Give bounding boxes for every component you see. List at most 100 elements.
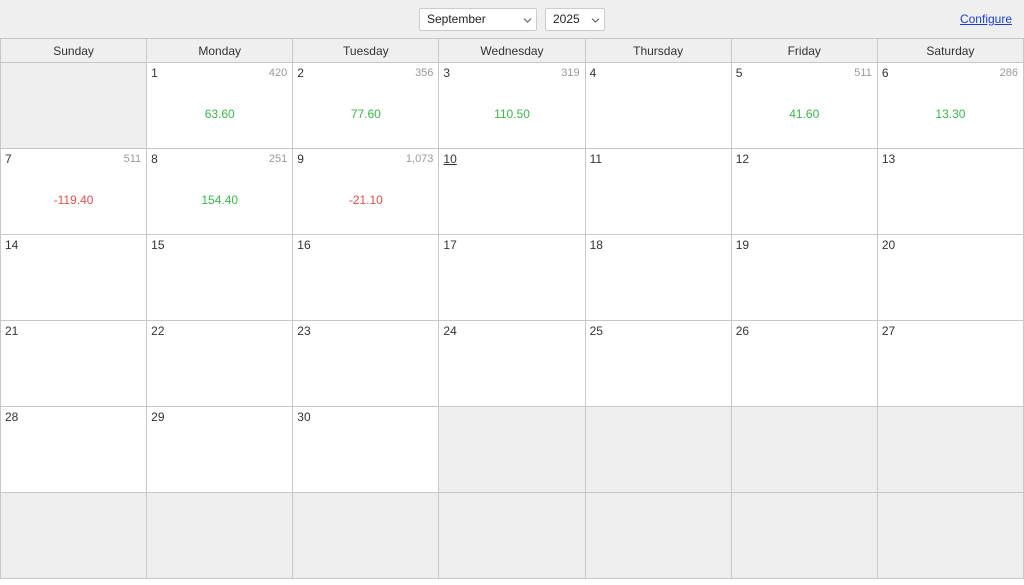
day-value: -119.40 — [53, 193, 94, 207]
calendar-day-cell-11[interactable]: 11 — [585, 149, 732, 235]
calendar-day-cell-6[interactable]: 6 286 13.30 — [877, 63, 1024, 149]
calendar-empty-cell — [1, 63, 148, 149]
day-number: 6 — [881, 66, 889, 80]
weekday-header-monday: Monday — [147, 39, 294, 63]
day-count: 511 — [854, 67, 872, 79]
calendar-empty-cell — [585, 493, 732, 579]
weekday-header-thursday: Thursday — [585, 39, 732, 63]
calendar-day-cell-18[interactable]: 18 — [585, 235, 732, 321]
day-number: 29 — [151, 410, 165, 424]
calendar-week-row: 1 420 63.60 2 356 77.60 3 319 110.50 4 5 511 41.60 6 2… — [1, 63, 1024, 149]
day-count: 511 — [123, 153, 142, 165]
calendar-day-cell-25[interactable]: 25 — [585, 321, 732, 407]
calendar-day-cell-26[interactable]: 26 — [731, 321, 878, 407]
day-number: 1 — [151, 66, 158, 80]
calendar-day-cell-7[interactable]: 7 511 -119.40 — [1, 149, 148, 235]
calendar-week-row: 21 22 23 24 25 26 27 — [1, 321, 1024, 407]
day-value: 110.50 — [494, 107, 530, 121]
calendar-empty-cell — [439, 493, 586, 579]
day-number: 25 — [589, 324, 603, 338]
calendar-empty-cell — [293, 493, 440, 579]
calendar-empty-cell — [877, 407, 1024, 493]
calendar-weeks: 1 420 63.60 2 356 77.60 3 319 110.50 4 5 511 41.60 6 2… — [1, 63, 1024, 579]
calendar-day-cell-30[interactable]: 30 — [293, 407, 440, 493]
calendar-day-cell-5[interactable]: 5 511 41.60 — [731, 63, 878, 149]
day-number: 21 — [5, 324, 19, 338]
month-select-wrapper: JanuaryFebruaryMarchAprilMayJuneJulyAugu… — [419, 7, 537, 31]
day-number: 12 — [735, 152, 750, 166]
calendar-day-cell-22[interactable]: 22 — [147, 321, 294, 407]
calendar-day-cell-4[interactable]: 4 — [585, 63, 732, 149]
day-number: 20 — [881, 238, 896, 252]
calendar-day-cell-24[interactable]: 24 — [439, 321, 586, 407]
day-value: 154.40 — [201, 193, 239, 207]
day-count: 319 — [561, 67, 580, 79]
day-number: 4 — [589, 66, 597, 80]
calendar-day-cell-21[interactable]: 21 — [1, 321, 148, 407]
calendar-week-row: 7 511 -119.40 8 251 154.40 9 1,073 -21.10 10 11 12 1… — [1, 149, 1024, 235]
calendar-day-cell-28[interactable]: 28 — [1, 407, 148, 493]
day-number: 15 — [151, 238, 165, 252]
day-value: 77.60 — [350, 107, 381, 121]
weekday-header-tuesday: Tuesday — [293, 39, 440, 63]
day-number: 17 — [443, 238, 457, 252]
month-select[interactable]: JanuaryFebruaryMarchAprilMayJuneJulyAugu… — [419, 7, 537, 31]
calendar-day-cell-16[interactable]: 16 — [293, 235, 440, 321]
day-value: 63.60 — [204, 107, 235, 121]
calendar-day-cell-17[interactable]: 17 — [439, 235, 586, 321]
day-number: 5 — [735, 66, 743, 80]
day-count: 1,073 — [405, 153, 434, 165]
calendar-day-cell-23[interactable]: 23 — [293, 321, 440, 407]
year-select[interactable]: 20232024202520262027 — [545, 7, 605, 31]
day-count: 286 — [999, 67, 1018, 79]
day-number: 18 — [589, 238, 603, 252]
calendar-day-cell-20[interactable]: 20 — [877, 235, 1024, 321]
day-number: 22 — [151, 324, 165, 338]
calendar-day-cell-8[interactable]: 8 251 154.40 — [147, 149, 294, 235]
day-number: 13 — [881, 152, 896, 166]
calendar-day-cell-9[interactable]: 9 1,073 -21.10 — [293, 149, 440, 235]
calendar-day-cell-13[interactable]: 13 — [877, 149, 1024, 235]
calendar-empty-cell — [439, 407, 586, 493]
calendar-week-row: 28 29 30 — [1, 407, 1024, 493]
day-number: 27 — [881, 324, 896, 338]
day-value: 13.30 — [935, 107, 966, 121]
calendar-week-row: 14 15 16 17 18 19 20 — [1, 235, 1024, 321]
calendar-day-cell-1[interactable]: 1 420 63.60 — [147, 63, 294, 149]
calendar-day-cell-2[interactable]: 2 356 77.60 — [293, 63, 440, 149]
day-number: 26 — [735, 324, 750, 338]
calendar-empty-cell — [731, 407, 878, 493]
calendar-empty-cell — [147, 493, 294, 579]
day-number: 16 — [297, 238, 311, 252]
day-number: 23 — [297, 324, 311, 338]
day-number: 3 — [443, 66, 451, 80]
calendar-empty-cell — [585, 407, 732, 493]
weekday-header-row: Sunday Monday Tuesday Wednesday Thursday Frid… — [1, 39, 1024, 63]
weekday-header-saturday: Saturday — [877, 39, 1024, 63]
day-number: 11 — [589, 152, 603, 166]
calendar-day-cell-14[interactable]: 14 — [1, 235, 148, 321]
day-number: 8 — [151, 152, 158, 166]
day-number: 9 — [297, 152, 304, 166]
day-number: 30 — [297, 410, 311, 424]
day-number: 19 — [735, 238, 750, 252]
calendar-day-cell-29[interactable]: 29 — [147, 407, 294, 493]
weekday-header-wednesday: Wednesday — [439, 39, 586, 63]
day-number: 7 — [5, 152, 12, 166]
day-value: -21.10 — [348, 193, 383, 207]
calendar-empty-cell — [1, 493, 148, 579]
weekday-header-friday: Friday — [731, 39, 878, 63]
calendar-day-cell-10[interactable]: 10 — [439, 149, 586, 235]
day-number: 10 — [443, 152, 457, 166]
calendar-empty-cell — [731, 493, 878, 579]
calendar-day-cell-3[interactable]: 3 319 110.50 — [439, 63, 586, 149]
calendar-day-cell-19[interactable]: 19 — [731, 235, 878, 321]
calendar-day-cell-27[interactable]: 27 — [877, 321, 1024, 407]
weekday-header-sunday: Sunday — [1, 39, 148, 63]
calendar-day-cell-15[interactable]: 15 — [147, 235, 294, 321]
day-count: 356 — [415, 67, 434, 79]
calendar-week-row — [1, 493, 1024, 579]
day-number: 24 — [443, 324, 457, 338]
calendar-day-cell-12[interactable]: 12 — [731, 149, 878, 235]
configure-link[interactable]: Configure — [959, 12, 1012, 26]
